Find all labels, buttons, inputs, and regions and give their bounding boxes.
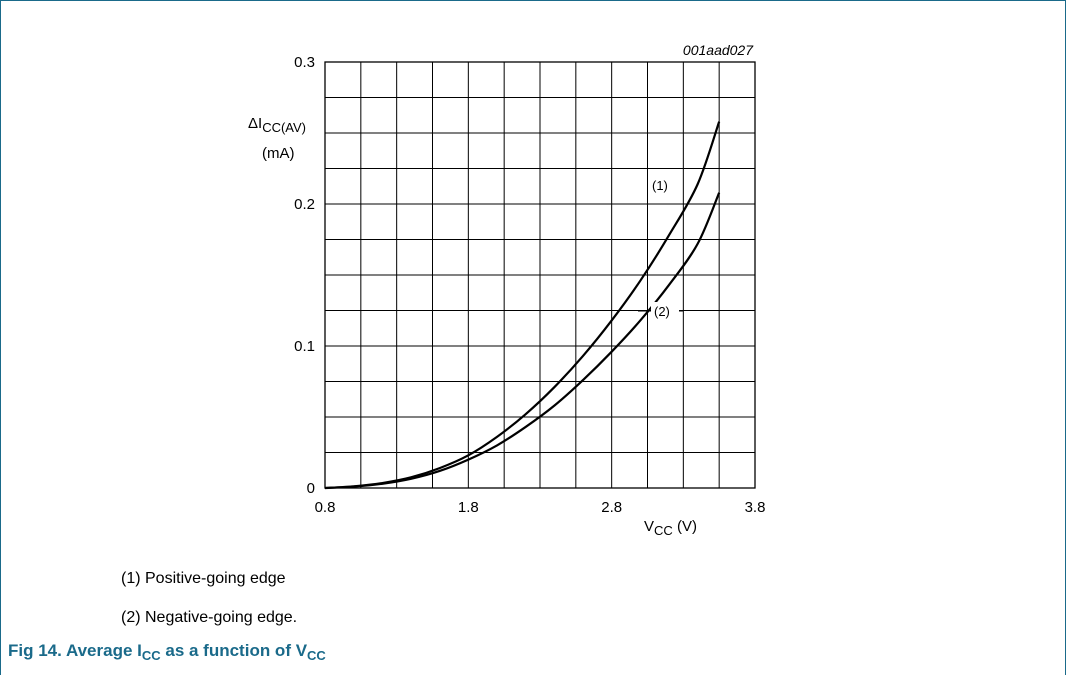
- plot-frame: [324, 61, 756, 489]
- x-axis-label-unit: (V): [673, 518, 697, 535]
- y-axis-label-sub: CC(AV): [262, 120, 306, 135]
- y-axis-unit: (mA): [262, 145, 295, 162]
- x-axis-label: VCC (V): [644, 518, 697, 538]
- caption-middle: as a function of V: [160, 641, 308, 660]
- x-tick-label: 2.8: [601, 499, 622, 516]
- caption-sub-2: CC: [307, 648, 326, 663]
- figure-caption: Fig 14. Average ICC as a function of VCC: [8, 641, 326, 663]
- grid-lines: [325, 62, 755, 488]
- y-tick-label: 0: [307, 480, 315, 497]
- series-1-label-bg: [648, 175, 676, 195]
- legend-item-2: (2) Negative-going edge.: [121, 609, 298, 626]
- y-axis-label-prefix: ΔI: [248, 115, 262, 132]
- x-axis-label-sub: CC: [654, 523, 673, 538]
- y-axis-label: ΔICC(AV): [248, 115, 306, 135]
- chart: 0.8 1.8 2.8 3.8 0 0.1 0.2 0.3 001aad027 ΔICC(AV…: [248, 42, 765, 538]
- series-1-label: (1): [652, 178, 668, 193]
- series-curves: [324, 121, 721, 490]
- tick-labels: 0.8 1.8 2.8 3.8 0 0.1 0.2 0.3: [294, 54, 765, 516]
- caption-prefix: Fig 14. Average I: [8, 641, 142, 660]
- plot-border: [324, 61, 756, 489]
- x-tick-label: 3.8: [745, 499, 766, 516]
- series-2-label-bg: [651, 302, 679, 322]
- series-2-curve: [324, 192, 721, 490]
- y-tick-label: 0.1: [294, 338, 315, 355]
- caption-sub-1: CC: [141, 648, 161, 663]
- figure-code: 001aad027: [683, 42, 754, 58]
- x-axis-label-main: V: [644, 518, 654, 535]
- y-tick-label: 0.2: [294, 196, 315, 213]
- x-tick-label: 0.8: [315, 499, 336, 516]
- y-tick-label: 0.3: [294, 54, 315, 71]
- legend-item-1: (1) Positive-going edge: [121, 570, 286, 587]
- x-tick-label: 1.8: [458, 499, 479, 516]
- series-2-label: (2): [654, 304, 670, 319]
